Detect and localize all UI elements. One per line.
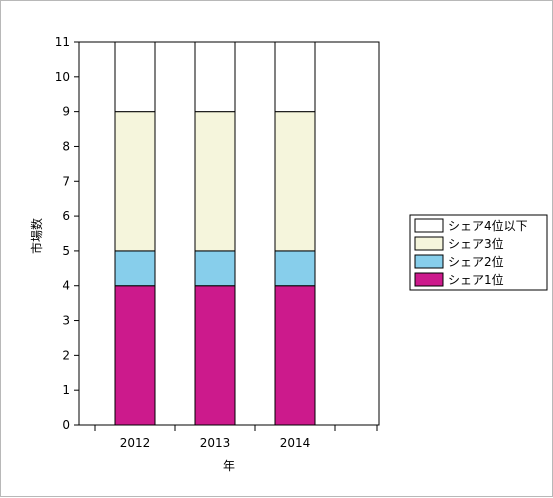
bars: [114, 41, 316, 426]
legend-swatch: [414, 272, 444, 287]
y-tick-label: 9: [62, 105, 70, 119]
legend-swatch: [414, 254, 444, 269]
x-tick-label: 2012: [120, 436, 151, 450]
x-tick-label: 2014: [280, 436, 311, 450]
bar-segment-2012-series-2: [114, 250, 156, 287]
legend-label: シェア3位: [448, 236, 504, 251]
y-axis-title: 市場数: [29, 218, 44, 254]
bar-segment-2013-series-3: [194, 111, 236, 252]
legend-swatch: [414, 236, 444, 251]
y-tick-label: 2: [62, 348, 70, 362]
y-tick-label: 8: [62, 139, 70, 153]
bar-segment-2012-series-3: [114, 111, 156, 252]
bar-segment-2012-series-4: [114, 41, 156, 113]
x-axis-ticks: 2012 2013 2014: [94, 425, 378, 450]
y-tick-label: 6: [62, 209, 70, 223]
bar-segment-2013-series-2: [194, 250, 236, 287]
bar-segment-2012-series-1: [114, 285, 156, 426]
x-axis-title: 年: [223, 459, 235, 473]
y-axis-ticks: 0 1 2 3 4 5 6 7 8 9 10 11: [55, 35, 79, 432]
axes: [78, 42, 379, 426]
y-tick-label: 7: [62, 174, 70, 188]
y-tick-label: 0: [62, 418, 70, 432]
bar-segment-2014-series-2: [274, 250, 316, 287]
y-tick-label: 4: [62, 279, 70, 293]
y-tick-label: 5: [62, 244, 70, 258]
y-tick-label: 11: [55, 35, 70, 49]
bar-segment-2014-series-1: [274, 285, 316, 426]
bar-segment-2014-series-3: [274, 111, 316, 252]
y-tick-label: 10: [55, 70, 70, 84]
x-tick-label: 2013: [200, 436, 231, 450]
legend-label: シェア4位以下: [448, 218, 528, 233]
y-tick-label: 3: [62, 314, 70, 328]
bar-segment-2013-series-4: [194, 41, 236, 113]
legend-swatch: [414, 218, 444, 233]
legend-label: シェア1位: [448, 272, 504, 287]
bar-segment-2014-series-4: [274, 41, 316, 113]
y-tick-label: 1: [62, 383, 70, 397]
bar-segment-2013-series-1: [194, 285, 236, 426]
legend-label: シェア2位: [448, 254, 504, 269]
